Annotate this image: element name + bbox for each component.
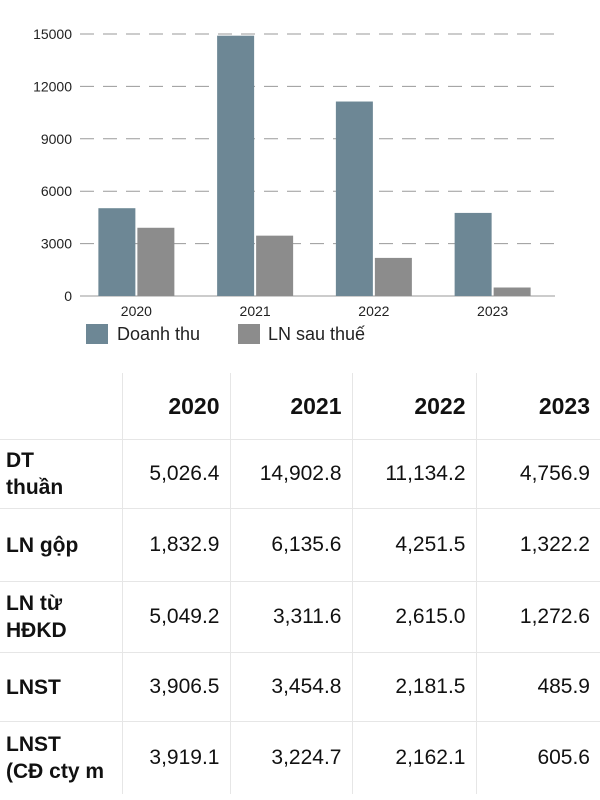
- row-label-line: LNST: [6, 733, 61, 756]
- bars: [98, 35, 531, 297]
- table-cell: 485.9: [476, 652, 600, 722]
- table-cell: 4,756.9: [476, 439, 600, 509]
- bar-doanh-thu-2023: [454, 212, 492, 296]
- header-cell-empty: [0, 373, 123, 440]
- table-cell: 11,134.2: [352, 439, 477, 509]
- y-tick-label: 6000: [41, 183, 72, 199]
- table-cell: 4,251.5: [352, 508, 477, 582]
- table-row: DT thuần 5,026.4 14,902.8 11,134.2 4,756…: [0, 439, 600, 509]
- x-category-label: 2021: [240, 303, 271, 319]
- table-cell: 605.6: [537, 746, 590, 769]
- table-header-row: 2020 2021 2022 2023: [0, 373, 600, 440]
- row-label: LN gộp: [0, 508, 123, 582]
- x-category-label: 2022: [358, 303, 389, 319]
- table-row: LNST 3,906.5 3,454.8 2,181.5 485.9: [0, 652, 600, 722]
- row-label-line: thuần: [6, 476, 64, 499]
- table-cell: 5,049.2: [122, 581, 231, 653]
- table-cell: 5,026.4: [122, 439, 231, 509]
- table-cell: 14,902.8: [230, 439, 353, 509]
- bar-doanh-thu-2021: [217, 35, 255, 297]
- y-tick-label: 12000: [33, 78, 72, 94]
- table-cell: 3,311.6: [230, 581, 353, 653]
- legend-label-doanh-thu: Doanh thu: [117, 324, 200, 344]
- table-cell: 2,162.1: [352, 721, 477, 794]
- y-tick-label: 9000: [41, 131, 72, 147]
- table-row: LN từ HĐKD 5,049.2 3,311.6 2,615.0 1,272…: [0, 581, 600, 653]
- table-cell: 2,181.5: [352, 652, 477, 722]
- row-label-line: LN từ: [6, 592, 63, 615]
- table-cell: 3,224.7: [230, 721, 353, 794]
- x-category-label: 2020: [121, 303, 152, 319]
- y-tick-label: 3000: [41, 236, 72, 252]
- row-label-line: DT: [6, 449, 34, 472]
- row-label-line: HĐKD: [6, 619, 67, 642]
- bar-ln-sau-thue-2021: [256, 235, 294, 296]
- bar-ln-sau-thue-2022: [374, 257, 412, 296]
- legend-label-ln-sau-thue: LN sau thuế: [268, 324, 365, 344]
- table-cell: 1,272.6: [476, 581, 600, 653]
- row-label-line: (CĐ cty m: [6, 760, 105, 783]
- legend-swatch-doanh-thu: [86, 324, 108, 344]
- table-cell: 6,135.6: [230, 508, 353, 582]
- table-cell: 3,454.8: [230, 652, 353, 722]
- y-tick-label: 0: [64, 288, 72, 304]
- table-row: LNST (CĐ cty m 3,919.1 3,224.7 2,162.1 6…: [0, 721, 600, 794]
- table-cell: 1,322.2: [476, 508, 600, 582]
- row-label-line: LN gộp: [6, 533, 79, 557]
- bar-doanh-thu-2022: [335, 101, 373, 296]
- header-cell-2022: 2022: [352, 373, 477, 440]
- row-label: LN từ HĐKD: [0, 581, 123, 653]
- table-cell: 2,615.0: [352, 581, 477, 653]
- x-category-label: 2023: [477, 303, 508, 319]
- header-cell-2021: 2021: [230, 373, 353, 440]
- row-label-line: LNST: [6, 675, 61, 699]
- bar-doanh-thu-2020: [98, 208, 136, 296]
- row-label: LNST (CĐ cty m: [0, 721, 123, 794]
- y-axis-ticks: 0 3000 6000 9000 12000 15000: [33, 26, 72, 304]
- bar-ln-sau-thue-2020: [137, 227, 175, 296]
- row-label: DT thuần: [0, 439, 123, 509]
- row-label: LNST: [0, 652, 123, 722]
- legend: Doanh thu LN sau thuế: [86, 324, 365, 344]
- table-cell: 1,832.9: [122, 508, 231, 582]
- header-cell-2020: 2020: [122, 373, 231, 440]
- legend-swatch-ln-sau-thue: [238, 324, 260, 344]
- table-cell: 3,906.5: [122, 652, 231, 722]
- financial-table: 2020 2021 2022 2023 DT thuần 5,026.4 14,…: [0, 373, 600, 794]
- table-row: LN gộp 1,832.9 6,135.6 4,251.5 1,322.2: [0, 508, 600, 582]
- x-axis-categories: 2020 2021 2022 2023: [121, 303, 509, 319]
- bar-ln-sau-thue-2023: [493, 287, 531, 296]
- y-tick-label: 15000: [33, 26, 72, 42]
- table-cell: 3,919.1: [122, 721, 231, 794]
- bar-chart: 0 3000 6000 9000 12000 15000 2020 2021 2022 2023…: [33, 26, 555, 344]
- header-cell-2023: 2023: [476, 373, 600, 440]
